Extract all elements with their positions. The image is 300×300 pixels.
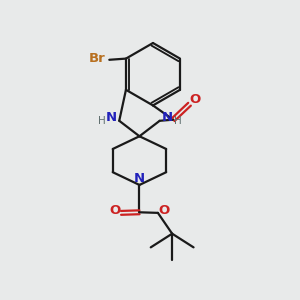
- Text: O: O: [190, 93, 201, 106]
- Text: H: H: [98, 116, 105, 126]
- Text: O: O: [158, 204, 169, 217]
- Text: O: O: [110, 204, 121, 217]
- Text: N: N: [134, 172, 145, 185]
- Text: Br: Br: [88, 52, 105, 65]
- Text: N: N: [162, 111, 173, 124]
- Text: N: N: [106, 111, 117, 124]
- Text: H: H: [174, 116, 182, 126]
